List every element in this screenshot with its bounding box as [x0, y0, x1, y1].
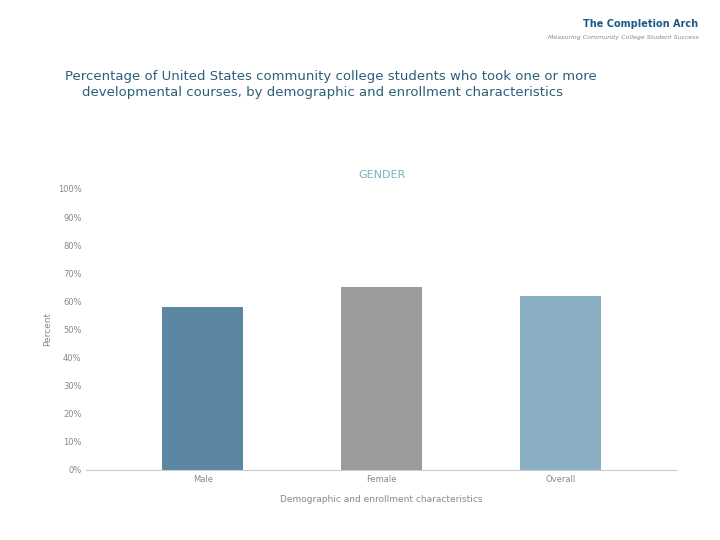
- Y-axis label: Percent: Percent: [43, 312, 53, 347]
- Text: developmental courses, by demographic and enrollment characteristics: developmental courses, by demographic an…: [65, 86, 563, 99]
- Bar: [521, 296, 600, 470]
- Title: GENDER: GENDER: [358, 170, 405, 180]
- Bar: [163, 307, 243, 470]
- Bar: [341, 287, 422, 470]
- X-axis label: Demographic and enrollment characteristics: Demographic and enrollment characteristi…: [280, 495, 483, 504]
- Text: Percentage of United States community college students who took one or more: Percentage of United States community co…: [65, 70, 597, 83]
- Text: The Completion Arch: The Completion Arch: [583, 19, 698, 29]
- Text: Measuring Community College Student Success: Measuring Community College Student Succ…: [548, 35, 698, 40]
